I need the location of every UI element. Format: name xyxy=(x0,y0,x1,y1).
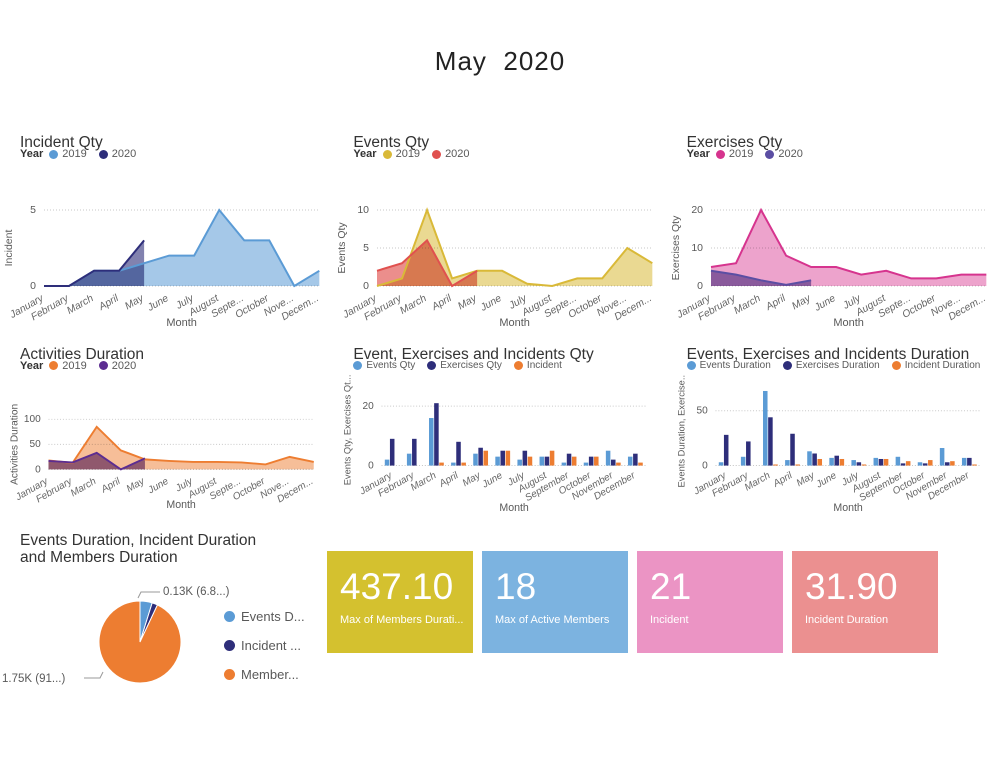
svg-text:April: April xyxy=(770,470,794,490)
svg-text:0: 0 xyxy=(368,461,374,472)
svg-text:April: April xyxy=(437,470,461,490)
svg-text:May: May xyxy=(457,293,480,313)
svg-text:Month: Month xyxy=(500,502,530,514)
svg-text:0: 0 xyxy=(30,281,36,292)
svg-text:Events Qty: Events Qty xyxy=(337,222,348,274)
svg-text:Month: Month xyxy=(833,502,863,514)
svg-text:Events Duration, Exercise...: Events Duration, Exercise... xyxy=(676,375,686,487)
svg-text:Month: Month xyxy=(500,317,531,329)
svg-text:June: June xyxy=(812,293,838,314)
svg-text:June: June xyxy=(146,476,171,497)
svg-text:May: May xyxy=(790,293,813,313)
svg-text:Exercises Qty: Exercises Qty xyxy=(671,215,682,280)
svg-text:March: March xyxy=(399,293,429,317)
svg-text:March: March xyxy=(743,470,773,494)
svg-text:March: March xyxy=(69,476,99,500)
svg-text:100: 100 xyxy=(24,414,41,425)
svg-text:Activities Duration: Activities Duration xyxy=(10,404,21,485)
svg-text:5: 5 xyxy=(363,243,369,254)
svg-text:Month: Month xyxy=(166,317,197,329)
svg-text:0: 0 xyxy=(702,461,708,472)
svg-text:1.75K (91...): 1.75K (91...) xyxy=(2,673,65,685)
svg-text:Events Qty, Exercises Qt...: Events Qty, Exercises Qt... xyxy=(343,375,353,485)
svg-text:April: April xyxy=(430,293,455,314)
svg-text:May: May xyxy=(125,476,148,495)
svg-text:March: March xyxy=(409,470,439,494)
svg-text:5: 5 xyxy=(30,205,36,216)
svg-text:20: 20 xyxy=(363,401,375,412)
svg-text:June: June xyxy=(478,293,504,314)
svg-text:10: 10 xyxy=(691,243,703,254)
svg-text:March: March xyxy=(732,293,762,317)
svg-text:June: June xyxy=(480,470,505,491)
svg-text:April: April xyxy=(96,293,121,314)
svg-text:20: 20 xyxy=(691,205,703,216)
svg-text:April: April xyxy=(99,476,123,496)
svg-text:May: May xyxy=(461,470,484,489)
svg-text:June: June xyxy=(813,470,838,491)
svg-text:0.13K (6.8...): 0.13K (6.8...) xyxy=(163,586,230,598)
svg-text:Month: Month xyxy=(833,317,864,329)
svg-text:Incident: Incident xyxy=(4,230,15,267)
svg-text:10: 10 xyxy=(358,205,370,216)
svg-text:0: 0 xyxy=(35,465,41,476)
svg-text:50: 50 xyxy=(30,440,42,451)
svg-text:May: May xyxy=(123,293,146,313)
svg-text:March: March xyxy=(65,293,95,317)
svg-text:April: April xyxy=(763,293,788,314)
svg-text:Month: Month xyxy=(166,499,196,511)
svg-text:0: 0 xyxy=(363,281,369,292)
svg-text:June: June xyxy=(145,293,171,314)
svg-text:0: 0 xyxy=(697,281,703,292)
svg-text:50: 50 xyxy=(696,406,708,417)
svg-text:May: May xyxy=(794,470,817,489)
